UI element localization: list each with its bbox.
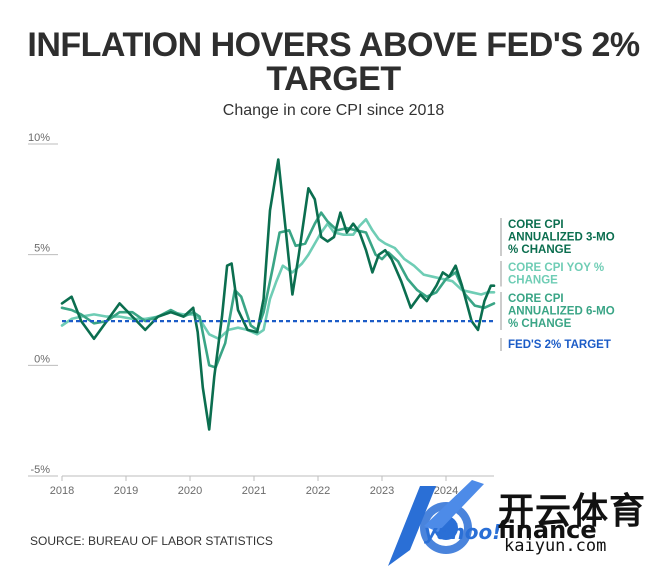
logo-brand-text: yahoo! [424, 520, 502, 544]
watermark-logo: 开云体育 yahoo! finance kaiyun.com [380, 470, 660, 574]
x-tick-label: 2024 [434, 485, 458, 497]
chart-title: INFLATION HOVERS ABOVE FED'S 2% TARGET [0, 28, 667, 96]
kaiyun-logo-icon [388, 480, 484, 566]
x-tick-label: 2022 [306, 485, 330, 497]
chart-title-line-1: INFLATION HOVERS ABOVE FED'S 2% [27, 26, 640, 64]
chart-subtitle: Change in core CPI since 2018 [222, 102, 445, 119]
logo-finance-text: finance [498, 516, 597, 544]
y-tick-label: 5% [34, 243, 50, 255]
chart-axes: -5% 0% 5% 10% 2018 2019 2020 2021 2022 2023 2024 [28, 132, 494, 497]
source-note: SOURCE: BUREAU OF LABOR STATISTICS [30, 534, 273, 548]
y-tick-label: 0% [34, 353, 50, 365]
legend-label: FED'S 2% TARGET [508, 339, 611, 351]
legend-label: CORE CPI [508, 293, 564, 305]
legend-label: CORE CPI YOY % [508, 262, 604, 274]
legend-label: ANNUALIZED 6-MO [508, 306, 615, 318]
series-line-0 [60, 158, 496, 431]
logo-cn-text: 开云体育 [498, 491, 647, 532]
series-layer [60, 158, 496, 431]
legend-label: % CHANGE [508, 244, 572, 256]
y-tick-label: -5% [30, 464, 50, 476]
legend-label: ANNUALIZED 3-MO [508, 232, 615, 244]
x-tick-label: 2018 [50, 485, 74, 497]
chart-title-line-2: TARGET [266, 60, 401, 98]
legend-label: % CHANGE [508, 318, 572, 330]
x-tick-label: 2019 [114, 485, 138, 497]
legend-label: CORE CPI [508, 219, 564, 231]
logo-domain-text: kaiyun.com [504, 536, 607, 556]
series-line-2 [60, 211, 496, 369]
y-tick-label: 10% [28, 132, 50, 144]
x-tick-label: 2021 [242, 485, 266, 497]
legend-label: CHANGE [508, 275, 558, 287]
x-tick-label: 2023 [370, 485, 394, 497]
x-tick-label: 2020 [178, 485, 202, 497]
